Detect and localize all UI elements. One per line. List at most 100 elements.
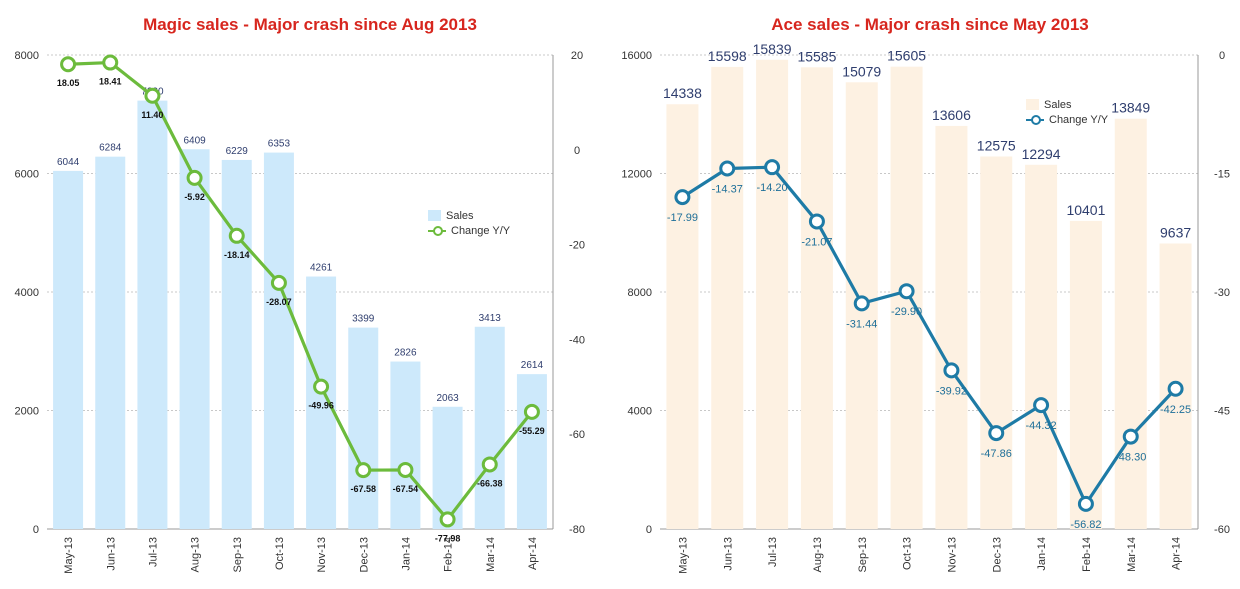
- legend-change-label: Change Y/Y: [451, 224, 511, 237]
- bar-value-label: 13606: [932, 107, 971, 123]
- bar: [1114, 118, 1147, 529]
- y-tick-right: -60: [569, 429, 585, 441]
- change-point: [1077, 495, 1094, 512]
- bar: [179, 149, 210, 529]
- change-value-label: 18.05: [57, 78, 80, 88]
- change-point: [60, 56, 77, 73]
- y-tick-left: 6000: [15, 169, 39, 181]
- x-tick-label: Mar-14: [1126, 537, 1138, 572]
- change-point: [943, 362, 960, 379]
- bar-value-label: 2063: [436, 393, 459, 404]
- change-point: [523, 403, 540, 420]
- change-point: [988, 425, 1005, 442]
- bar-value-label: 15079: [842, 63, 881, 79]
- bar-value-label: 2614: [521, 360, 544, 371]
- legend-change-marker: [1026, 114, 1044, 125]
- change-value-label: -77.98: [435, 533, 461, 543]
- change-point: [898, 283, 915, 300]
- bar-value-label: 6353: [268, 139, 291, 150]
- bar: [221, 159, 252, 529]
- chart-plot-area: 16000 12000 8000 4000 0 0 -15 -30 -45 -60 14338 155…: [621, 41, 1230, 574]
- y-tick-left: 12000: [621, 169, 652, 181]
- x-tick-label: Jul-13: [147, 537, 159, 567]
- change-point: [481, 456, 498, 473]
- chart-title: Ace sales - Major crash since May 2013: [771, 15, 1089, 34]
- x-tick-label: Mar-14: [485, 537, 497, 572]
- x-tick-label: Sep-13: [857, 537, 869, 572]
- chart-plot-area: 8000 6000 4000 2000 0 20 0 -20 -40 -60 -80 6044 6284…: [15, 50, 585, 574]
- x-tick-label: Dec-13: [991, 537, 1003, 572]
- y-tick-left: 4000: [15, 287, 39, 299]
- bar-value-label: 15605: [887, 48, 926, 64]
- bar: [800, 67, 833, 529]
- change-point: [313, 378, 330, 395]
- y-tick-left: 8000: [628, 287, 652, 299]
- y-tick-right: -15: [1214, 169, 1230, 181]
- chart-ace-sales: Ace sales - Major crash since May 2013 1…: [620, 0, 1240, 589]
- bar: [53, 170, 84, 529]
- chart-legend: Sales Change Y/Y: [1026, 97, 1108, 127]
- change-value-label: -48.30: [1115, 452, 1146, 464]
- y-tick-right: -40: [569, 334, 585, 346]
- y-tick-right: -45: [1214, 406, 1230, 418]
- bar: [95, 156, 126, 529]
- y-tick-right: 0: [1219, 50, 1225, 62]
- change-point: [355, 462, 372, 479]
- bar: [390, 361, 421, 529]
- y-tick-left: 4000: [628, 406, 652, 418]
- change-value-label: -49.96: [308, 401, 334, 411]
- x-tick-label: Feb-14: [443, 537, 455, 572]
- legend-sales-label: Sales: [1044, 98, 1072, 111]
- legend-sales-swatch: [1026, 99, 1039, 110]
- bar-value-label: 4261: [310, 263, 333, 274]
- bar-value-label: 15598: [708, 48, 747, 64]
- legend-change-marker: [428, 225, 446, 236]
- y-tick-right: 20: [571, 50, 583, 62]
- legend-sales-swatch: [428, 210, 441, 221]
- bar-value-label: 10401: [1066, 202, 1105, 218]
- bar: [137, 100, 168, 529]
- bar: [263, 152, 294, 529]
- bar-value-label: 3413: [479, 313, 502, 324]
- x-tick-label: May-13: [677, 537, 689, 574]
- bar: [432, 406, 463, 529]
- x-tick-label: Sep-13: [232, 537, 244, 572]
- bar: [306, 276, 337, 529]
- bar: [756, 59, 789, 530]
- legend-change-label: Change Y/Y: [1049, 113, 1109, 126]
- change-value-label: -18.14: [224, 250, 250, 260]
- x-tick-label: Nov-13: [946, 537, 958, 572]
- y-tick-left: 0: [646, 524, 652, 536]
- chart-magic-sales: Magic sales - Major crash since Aug 2013…: [15, 15, 585, 574]
- y-tick-right: -80: [569, 524, 585, 536]
- legend-item-change: Change Y/Y: [428, 223, 510, 238]
- x-tick-label: Jul-13: [767, 537, 779, 567]
- change-value-label: -17.99: [667, 212, 698, 224]
- y-tick-left: 8000: [15, 50, 39, 62]
- y-tick-right: -30: [1214, 287, 1230, 299]
- bar-value-label: 6284: [99, 143, 122, 154]
- bar: [935, 125, 968, 530]
- change-point: [1122, 428, 1139, 445]
- change-point: [674, 189, 691, 206]
- legend-sales-label: Sales: [446, 209, 474, 222]
- change-value-label: -21.07: [801, 236, 832, 248]
- change-value-label: -31.44: [846, 318, 877, 330]
- bar-value-label: 12575: [977, 137, 1016, 153]
- y-tick-left: 2000: [15, 406, 39, 418]
- change-value-label: -14.37: [712, 184, 743, 196]
- x-tick-label: Jan-14: [400, 537, 412, 571]
- change-line: [68, 60, 534, 522]
- legend-item-sales: Sales: [1026, 97, 1108, 112]
- bar-value-label: 6229: [226, 146, 249, 157]
- change-value-label: -28.07: [266, 297, 292, 307]
- bar-value-label: 3399: [352, 314, 375, 325]
- x-tick-label: Nov-13: [316, 537, 328, 572]
- change-value-label: -5.92: [184, 192, 205, 202]
- change-value-label: -55.29: [519, 426, 545, 436]
- legend-item-change: Change Y/Y: [1026, 112, 1108, 127]
- change-point: [808, 213, 825, 230]
- chart-legend: Sales Change Y/Y: [428, 208, 510, 238]
- x-tick-label: Apr-14: [527, 537, 539, 570]
- bar-value-label: 6044: [57, 157, 80, 168]
